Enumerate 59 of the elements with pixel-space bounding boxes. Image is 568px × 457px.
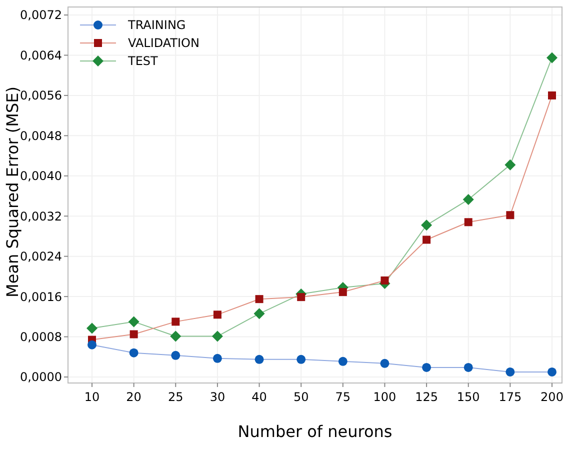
- point: [296, 354, 306, 364]
- point: [170, 330, 182, 342]
- x-tick-label: 175: [498, 390, 522, 404]
- point: [504, 159, 516, 170]
- y-tick-label: 0,0016: [20, 290, 62, 304]
- x-tick-label: 100: [373, 390, 396, 404]
- point: [130, 330, 138, 338]
- point: [548, 91, 556, 100]
- x-tick-label: 75: [335, 390, 351, 404]
- x-axis-title: Number of neurons: [238, 422, 392, 441]
- point: [548, 367, 556, 376]
- y-tick-label: 0,0072: [20, 8, 62, 22]
- point: [422, 362, 432, 372]
- legend-label: TEST: [127, 54, 159, 68]
- point: [338, 356, 348, 366]
- point: [297, 293, 306, 302]
- point: [254, 354, 264, 364]
- x-tick-label: 20: [126, 390, 142, 404]
- x-tick-label: 25: [168, 390, 184, 404]
- x-tick-label: 50: [293, 390, 309, 404]
- y-tick-label: 0,0040: [20, 169, 62, 184]
- y-tick-label: 0,0008: [20, 330, 62, 344]
- x-tick-label: 10: [84, 390, 100, 404]
- point: [128, 316, 140, 328]
- y-tick-label: 0,0032: [20, 209, 62, 224]
- y-tick-label: 0,0024: [20, 250, 62, 264]
- point: [255, 295, 264, 304]
- y-tick-label: 0,0048: [20, 128, 62, 143]
- x-tick-label: 30: [210, 390, 226, 404]
- point: [338, 288, 347, 296]
- point: [546, 52, 558, 64]
- y-tick-label: 0,0056: [20, 88, 62, 103]
- point: [380, 358, 390, 368]
- point: [86, 322, 98, 334]
- point: [129, 348, 138, 358]
- y-tick-label: 0,0000: [20, 370, 62, 384]
- point: [212, 330, 223, 342]
- point: [171, 350, 180, 360]
- point: [172, 318, 180, 326]
- point: [88, 340, 96, 350]
- y-axis-title: Mean Squared Error (MSE): [3, 86, 22, 298]
- point: [506, 367, 515, 376]
- point: [254, 308, 265, 320]
- point: [212, 354, 222, 363]
- legend-label: TRAINING: [127, 18, 186, 32]
- x-tick-label: 125: [415, 390, 438, 404]
- y-tick-label: 0,0064: [20, 48, 62, 62]
- x-tick-label: 200: [540, 390, 564, 404]
- point: [213, 310, 222, 319]
- point: [464, 218, 472, 226]
- legend-label: VALIDATION: [128, 36, 200, 50]
- point: [421, 220, 432, 231]
- point: [506, 211, 514, 220]
- x-tick-label: 40: [252, 390, 267, 404]
- point: [462, 194, 474, 206]
- point: [464, 362, 473, 372]
- point: [380, 276, 389, 284]
- point: [422, 236, 431, 244]
- x-tick-label: 150: [456, 390, 480, 404]
